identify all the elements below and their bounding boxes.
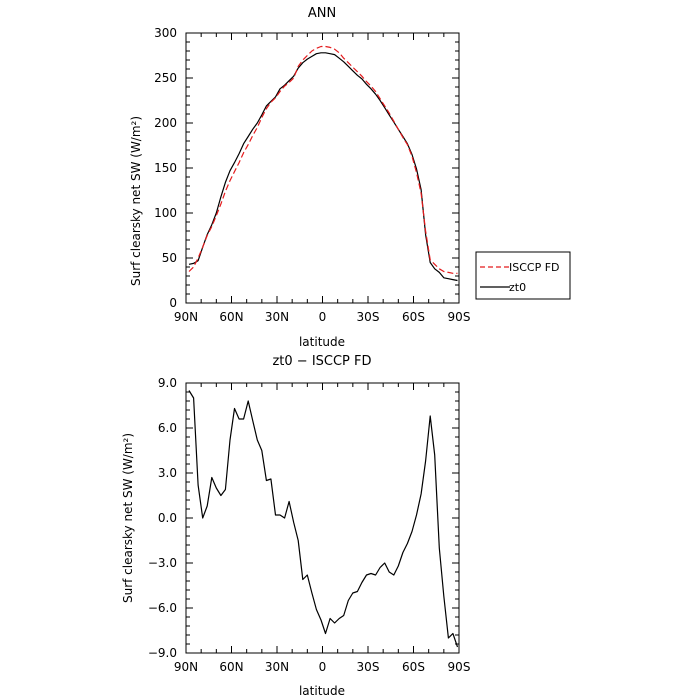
legend-label-isccp: ISCCP FD — [509, 261, 560, 274]
x-tick-label: 60S — [402, 310, 425, 324]
chart1-y-axis-label: Surf clearsky net SW (W/m²) — [129, 116, 143, 286]
y-tick-label: −3.0 — [148, 556, 177, 570]
x-tick-label: 90S — [448, 660, 471, 674]
legend-label-zt0: zt0 — [509, 281, 526, 294]
x-tick-label: 90S — [448, 310, 471, 324]
x-tick-label: 0 — [319, 310, 327, 324]
chart1-series-line-zt0 — [188, 52, 458, 282]
x-tick-label: 90N — [174, 660, 198, 674]
y-tick-label: −9.0 — [148, 646, 177, 660]
chart2-title: zt0 − ISCCP FD — [272, 354, 371, 369]
chart1-legend: ISCCP FD zt0 — [475, 251, 571, 300]
chart2-frame — [185, 382, 460, 654]
x-tick-label: 30S — [357, 660, 380, 674]
chart2-y-axis-label: Surf clearsky net SW (W/m²) — [121, 433, 135, 603]
y-tick-label: 300 — [154, 26, 177, 40]
y-tick-label: 3.0 — [158, 466, 177, 480]
y-tick-label: 6.0 — [158, 421, 177, 435]
chart2-x-axis-label: latitude — [299, 684, 345, 698]
x-tick-label: 30S — [357, 310, 380, 324]
chart1-title: ANN — [308, 6, 336, 21]
y-tick-label: 9.0 — [158, 376, 177, 390]
chart1-x-axis-label: latitude — [299, 335, 345, 349]
y-tick-label: 250 — [154, 71, 177, 85]
x-tick-label: 30N — [265, 660, 289, 674]
legend-box — [475, 251, 571, 300]
y-tick-label: 0 — [169, 296, 177, 310]
x-tick-label: 0 — [319, 660, 327, 674]
x-tick-label: 60S — [402, 660, 425, 674]
x-tick-label: 60N — [219, 310, 243, 324]
y-tick-label: 200 — [154, 116, 177, 130]
chart2-series-line-difference — [188, 390, 459, 648]
x-tick-label: 90N — [174, 310, 198, 324]
y-tick-label: 100 — [154, 206, 177, 220]
chart1-frame — [185, 32, 460, 304]
y-tick-label: 0.0 — [158, 511, 177, 525]
chart1-series-line-isccp-fd — [188, 45, 458, 274]
y-tick-label: −6.0 — [148, 601, 177, 615]
y-tick-label: 150 — [154, 161, 177, 175]
x-tick-label: 60N — [219, 660, 243, 674]
chart2-plot: 90N 60N 30N 0 30S 60S 90S 9.0 6.0 3.0 0.0 −3.0 −6.0 −… — [148, 376, 471, 674]
chart1-plot: 90N 60N 30N 0 30S 60S 90S 0 50 100 150 200 250 300 — [154, 26, 470, 324]
y-tick-label: 50 — [162, 251, 177, 265]
x-tick-label: 30N — [265, 310, 289, 324]
